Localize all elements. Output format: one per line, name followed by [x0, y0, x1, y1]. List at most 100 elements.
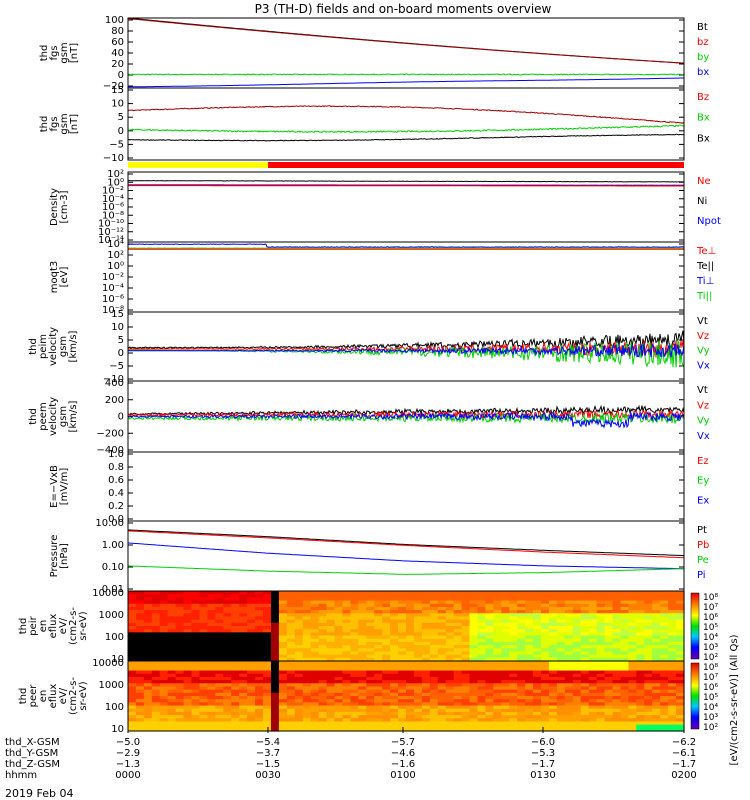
spectrogram-cell [429, 721, 439, 726]
spectrogram-cell [159, 724, 169, 729]
spectrogram-cell [453, 632, 463, 637]
spectrogram-cell [302, 699, 312, 703]
spectrogram-cell [247, 619, 256, 624]
spectrogram-cell [485, 689, 494, 694]
spectrogram-cell [183, 651, 193, 656]
spectrogram-cell [358, 664, 367, 668]
spectrogram-cell [310, 708, 320, 713]
spectrogram-cell [278, 699, 288, 703]
spectrogram-cell [239, 711, 248, 716]
spectrogram-cell [548, 680, 558, 684]
spectrogram-cell [239, 654, 248, 659]
spectrogram-cell [652, 626, 661, 630]
spectrogram-cell [556, 626, 566, 630]
spectrogram-cell [382, 718, 391, 723]
spectrogram-cell [548, 721, 558, 726]
spectrogram-cell [572, 645, 582, 649]
spectrogram-cell [509, 657, 518, 662]
spectrogram-cell [676, 721, 685, 726]
legend-ti||: Ti|| [696, 291, 712, 302]
spectrogram-cell [350, 724, 359, 729]
spectrogram-cell [151, 616, 161, 621]
spectrogram-cell [620, 597, 629, 602]
spectrogram-cell [143, 680, 153, 684]
spectrogram-cell [406, 600, 415, 605]
spectrogram-cell [128, 657, 137, 662]
spectrogram-cell [564, 661, 574, 665]
spectrogram-cell [636, 692, 645, 697]
spectrogram-cell [413, 610, 423, 614]
spectrogram-cell [652, 680, 661, 684]
spectrogram-cell [652, 594, 661, 598]
spectrogram-cell [382, 654, 391, 659]
spectrogram-cell [128, 705, 137, 710]
spectrogram-cell [207, 683, 216, 688]
spectrogram-cell [167, 664, 177, 668]
spectrogram-cell [302, 705, 312, 710]
spectrogram-cell [652, 721, 661, 726]
spectrogram-cell [644, 724, 653, 729]
spectrogram-cell [191, 654, 201, 659]
spectrogram-cell [159, 657, 169, 662]
spectrogram-cell [493, 648, 502, 653]
spectrogram-cell [342, 622, 351, 627]
spectrogram-cell [509, 648, 518, 653]
series-by [127, 73, 685, 76]
spectrogram-cell [628, 708, 637, 713]
spectrogram-cell [270, 661, 280, 665]
spectrogram-cell [517, 619, 526, 624]
spectrogram-cell [382, 591, 391, 595]
spectrogram-cell [421, 683, 431, 688]
spectrogram-cell [509, 610, 518, 614]
spectrogram-cell [334, 715, 344, 719]
spectrogram-cell [128, 648, 137, 653]
spectrogram-cell [413, 718, 423, 723]
spectrogram-cell [501, 708, 510, 713]
spectrogram-cell [239, 613, 248, 618]
series-vz [128, 340, 685, 358]
spectrogram-cell [207, 606, 216, 611]
spectrogram-cell [588, 696, 598, 700]
y-tick-label: 200 [105, 395, 124, 406]
spectrogram-cell [493, 622, 502, 627]
spectrogram-cell [151, 654, 161, 659]
spectrogram-cell [286, 622, 296, 627]
spectrogram-cell [358, 673, 367, 678]
spectrogram-cell [668, 715, 677, 719]
spectrogram-cell [453, 600, 463, 605]
spectrogram-cell [501, 606, 510, 611]
spectrogram-cell [413, 651, 423, 656]
y-tick-label: 10000 [92, 658, 124, 669]
panel-ylabel: Pressure [nPa] [49, 535, 70, 578]
spectrogram-cell [604, 619, 614, 624]
spectrogram-cell [453, 696, 463, 700]
spectrogram-cell [310, 613, 320, 618]
spectrogram-cell [413, 657, 423, 662]
spectrogram-cell [302, 711, 312, 716]
spectrogram-cell [588, 632, 598, 637]
spectrogram-cell [461, 654, 471, 659]
spectrogram-cell [151, 708, 161, 713]
spectrogram-cell [406, 670, 415, 675]
spectrogram-cell [604, 606, 614, 611]
spectrogram-cell [652, 657, 661, 662]
spectrogram-cell [167, 711, 177, 716]
spectrogram-cell [580, 638, 590, 643]
spectrogram-cell [167, 680, 177, 684]
spectrogram-cell [612, 724, 622, 729]
spectrogram-cell [398, 597, 407, 602]
x-value: 0000 [115, 770, 140, 781]
spectrogram-cell [326, 718, 336, 723]
spectrogram-cell [588, 616, 598, 621]
spectrogram-cell [413, 654, 423, 659]
spectrogram-cell [525, 616, 534, 621]
spectrogram-cell [517, 689, 526, 694]
spectrogram-cell [636, 613, 645, 618]
spectrogram-cell [278, 635, 288, 640]
spectrogram-cell [183, 715, 193, 719]
spectrogram-cell [191, 683, 201, 688]
spectrogram-cell [390, 610, 399, 614]
spectrogram-cell [231, 594, 240, 598]
spectrogram-cell [445, 591, 455, 595]
spectrogram-cell [231, 610, 240, 614]
